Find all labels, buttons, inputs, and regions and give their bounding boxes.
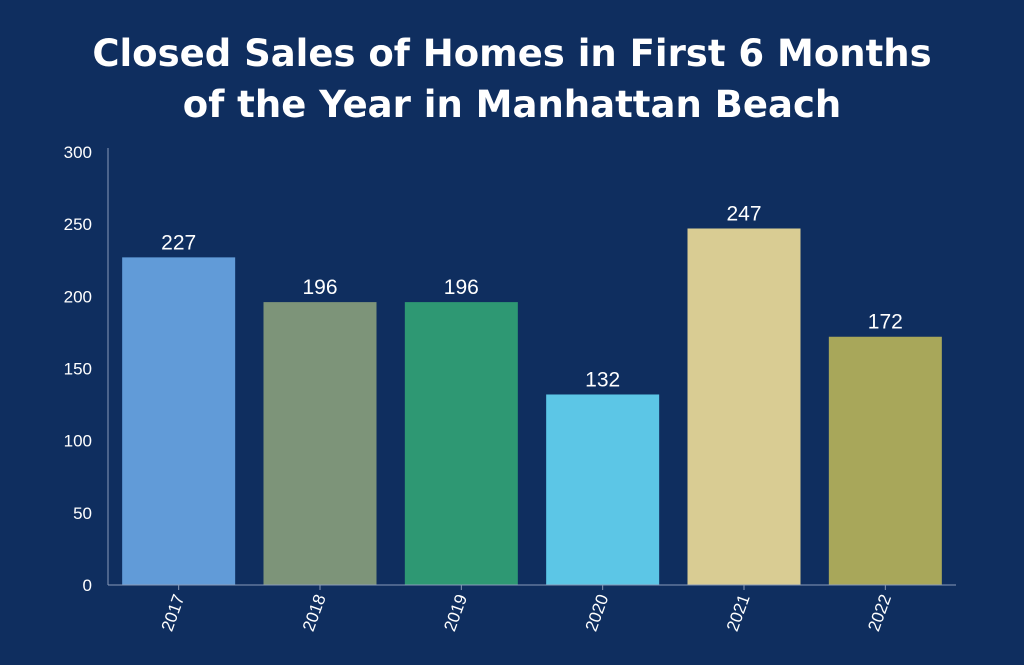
bar-2020 [546, 394, 660, 585]
x-axis: 2017 2018 2019 2020 2021 2022 [108, 584, 956, 634]
chart-title-line-1: Closed Sales of Homes in First 6 Months [92, 32, 932, 75]
data-label-2018: 196 [302, 276, 337, 299]
bar-2019 [404, 302, 518, 585]
data-label-2022: 172 [868, 311, 903, 334]
x-tick-label-2019: 2019 [440, 592, 471, 634]
x-tick-label-2017: 2017 [158, 592, 189, 634]
y-tick-label: 150 [64, 360, 92, 379]
bar-2018 [263, 302, 377, 585]
y-tick-label: 0 [83, 576, 92, 595]
y-axis: 0 50 100 150 200 250 300 [64, 143, 109, 595]
x-tick-label-2021: 2021 [723, 592, 754, 634]
y-tick-label: 100 [64, 432, 92, 451]
y-tick-label: 250 [64, 215, 92, 234]
chart-title: Closed Sales of Homes in First 6 Months … [0, 28, 1024, 130]
chart-title-line-2: of the Year in Manhattan Beach [182, 83, 842, 126]
x-tick-label-2022: 2022 [864, 592, 895, 634]
y-tick-label: 300 [64, 143, 92, 162]
data-label-2019: 196 [444, 276, 479, 299]
data-label-2017: 227 [161, 231, 196, 254]
data-label-2020: 132 [585, 368, 620, 391]
bars: 227 196 196 132 247 172 [122, 202, 942, 585]
bar-2017 [122, 257, 236, 585]
x-tick-label-2020: 2020 [582, 592, 613, 634]
y-tick-label: 50 [73, 504, 92, 523]
x-tick-label-2018: 2018 [299, 592, 330, 634]
bar-2021 [687, 228, 801, 585]
bar-2022 [828, 336, 942, 585]
y-tick-label: 200 [64, 287, 92, 306]
data-label-2021: 247 [726, 202, 761, 225]
